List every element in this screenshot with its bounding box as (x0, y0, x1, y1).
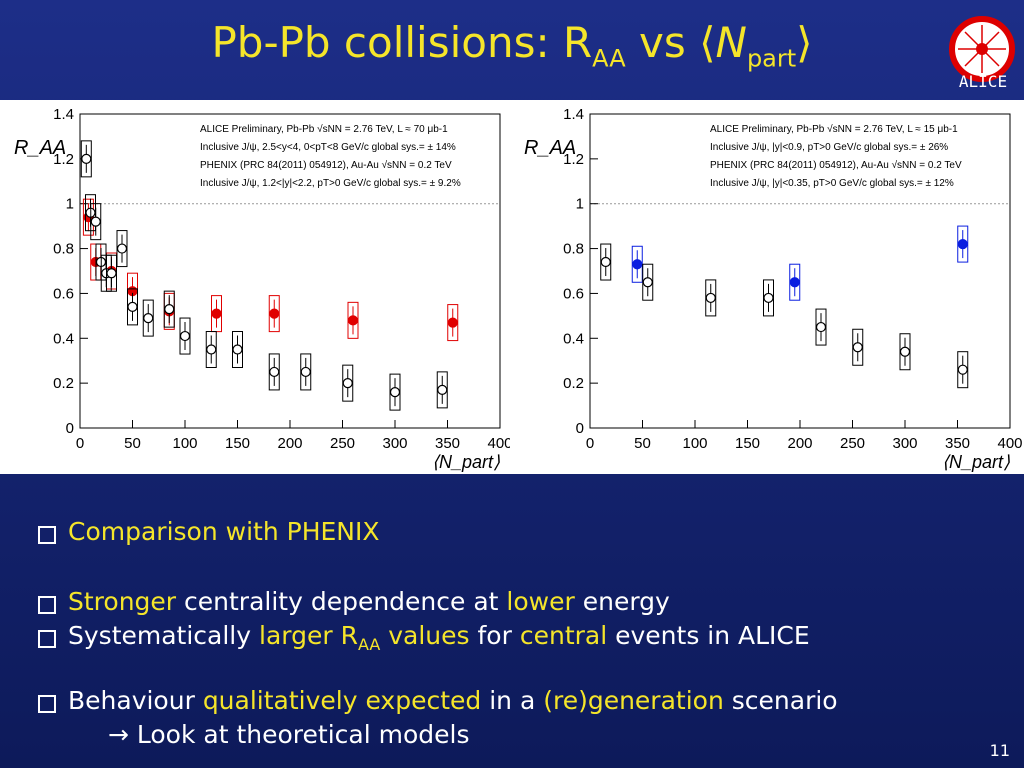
x-tick-label: 200 (277, 435, 302, 452)
chart-left: 0 50 100 150 200 250 300 350 400 0 0.2 0.4 0.6 0.8 1 1.… (14, 106, 510, 472)
y-tick-label: 1.2 (563, 151, 584, 168)
data-point (106, 268, 117, 279)
chart-right: 0 50 100 150 200 250 300 350 400 0 0.2 0.4 0.6 0.8 1 1.… (524, 106, 1023, 472)
y-tick-label: 1.4 (563, 106, 584, 123)
data-point (300, 366, 311, 378)
x-tick-label: 300 (892, 435, 917, 452)
data-point (269, 366, 280, 378)
legend-entry: Inclusive J/ψ, 1.2<|y|<2.2, pT>0 GeV/c g… (200, 178, 461, 189)
y-tick-label: 1 (66, 196, 74, 213)
data-point (852, 342, 863, 353)
data-point (389, 387, 401, 398)
data-point (232, 344, 243, 355)
x-tick-label: 400 (997, 435, 1022, 452)
legend-entry: Inclusive J/ψ, |y|<0.9, pT>0 GeV/c globa… (710, 142, 948, 153)
legend-entry: Inclusive J/ψ, 2.5<y<4, 0<pT<8 GeV/c glo… (200, 142, 456, 153)
data-point (789, 277, 800, 288)
x-tick-label: 300 (382, 435, 407, 452)
x-tick-label: 150 (225, 435, 250, 452)
x-tick-label: 400 (487, 435, 510, 452)
x-tick-label: 250 (840, 435, 865, 452)
bullet-item: Behaviour qualitatively expected in a (r… (38, 684, 838, 718)
legend-entry: ALICE Preliminary, Pb-Pb √sNN = 2.76 TeV… (200, 123, 448, 135)
x-tick-label: 100 (172, 435, 197, 452)
y-axis-label: R_AA (14, 137, 66, 159)
y-tick-label: 0.6 (53, 285, 74, 302)
alice-logo-icon (949, 16, 1015, 82)
x-tick-label: 250 (330, 435, 355, 452)
x-axis-label: ⟨N_part⟩ (942, 452, 1010, 472)
x-tick-label: 100 (682, 435, 707, 452)
data-point (957, 364, 968, 375)
y-axis-label: R_AA (524, 137, 576, 159)
y-tick-label: 0.4 (563, 330, 584, 347)
x-tick-label: 0 (586, 435, 594, 452)
data-point (164, 304, 175, 315)
bullet-item: Stronger centrality dependence at lower … (38, 585, 838, 619)
data-point (815, 321, 827, 333)
y-tick-label: 1 (576, 196, 584, 213)
y-tick-label: 0.2 (53, 375, 74, 392)
y-tick-label: 0.8 (53, 241, 74, 258)
data-point (179, 330, 191, 342)
data-point (705, 292, 716, 304)
chart-area: 0 50 100 150 200 250 300 350 400 0 0.2 0.4 0.6 0.8 1 1.… (0, 100, 1024, 474)
alice-logo-label: ALICE (958, 72, 1008, 91)
x-tick-label: 350 (435, 435, 460, 452)
data-point (116, 243, 128, 254)
x-tick-label: 150 (735, 435, 760, 452)
data-point (90, 216, 101, 227)
x-tick-label: 350 (945, 435, 970, 452)
data-point (269, 308, 280, 319)
legend-entry: PHENIX (PRC 84(2011) 054912), Au-Au √sNN… (200, 159, 452, 171)
data-point (957, 238, 968, 250)
y-tick-label: 1.2 (53, 151, 74, 168)
y-tick-label: 0.8 (563, 241, 584, 258)
data-point (143, 313, 154, 324)
data-point (600, 256, 611, 268)
data-point (206, 344, 217, 355)
data-point (211, 308, 222, 319)
x-tick-label: 200 (787, 435, 812, 452)
data-point (642, 277, 653, 288)
x-tick-label: 50 (124, 435, 141, 452)
data-point (447, 317, 458, 328)
bullet-list: Comparison with PHENIX Stronger centrali… (38, 515, 838, 752)
page-number: 11 (989, 741, 1010, 760)
bullet-item: Systematically larger RAA values for cen… (38, 619, 838, 662)
data-point (763, 292, 774, 304)
data-point (81, 153, 92, 164)
data-point (342, 378, 353, 389)
x-axis-label: ⟨N_part⟩ (432, 452, 500, 472)
data-point (127, 301, 138, 312)
bullet-item: Comparison with PHENIX (38, 515, 838, 549)
bullet-subitem: → Look at theoretical models (108, 720, 470, 749)
legend-entry: Inclusive J/ψ, |y|<0.35, pT>0 GeV/c glob… (710, 178, 954, 189)
data-point (347, 315, 359, 326)
y-tick-label: 0.2 (563, 375, 584, 392)
x-tick-label: 0 (76, 435, 84, 452)
y-tick-label: 0.6 (563, 285, 584, 302)
slide-title: Pb-Pb collisions: RAA vs ⟨Npart⟩ (211, 18, 813, 73)
data-point (632, 259, 643, 270)
y-tick-label: 0.4 (53, 330, 74, 347)
legend-entry: ALICE Preliminary, Pb-Pb √sNN = 2.76 TeV… (710, 123, 958, 135)
y-tick-label: 0 (66, 420, 74, 437)
data-point (437, 384, 448, 395)
legend-entry: PHENIX (PRC 84(2011) 054912), Au-Au √sNN… (710, 159, 962, 171)
x-tick-label: 50 (634, 435, 651, 452)
y-tick-label: 1.4 (53, 106, 74, 123)
y-tick-label: 0 (576, 420, 584, 437)
data-point (899, 346, 911, 357)
